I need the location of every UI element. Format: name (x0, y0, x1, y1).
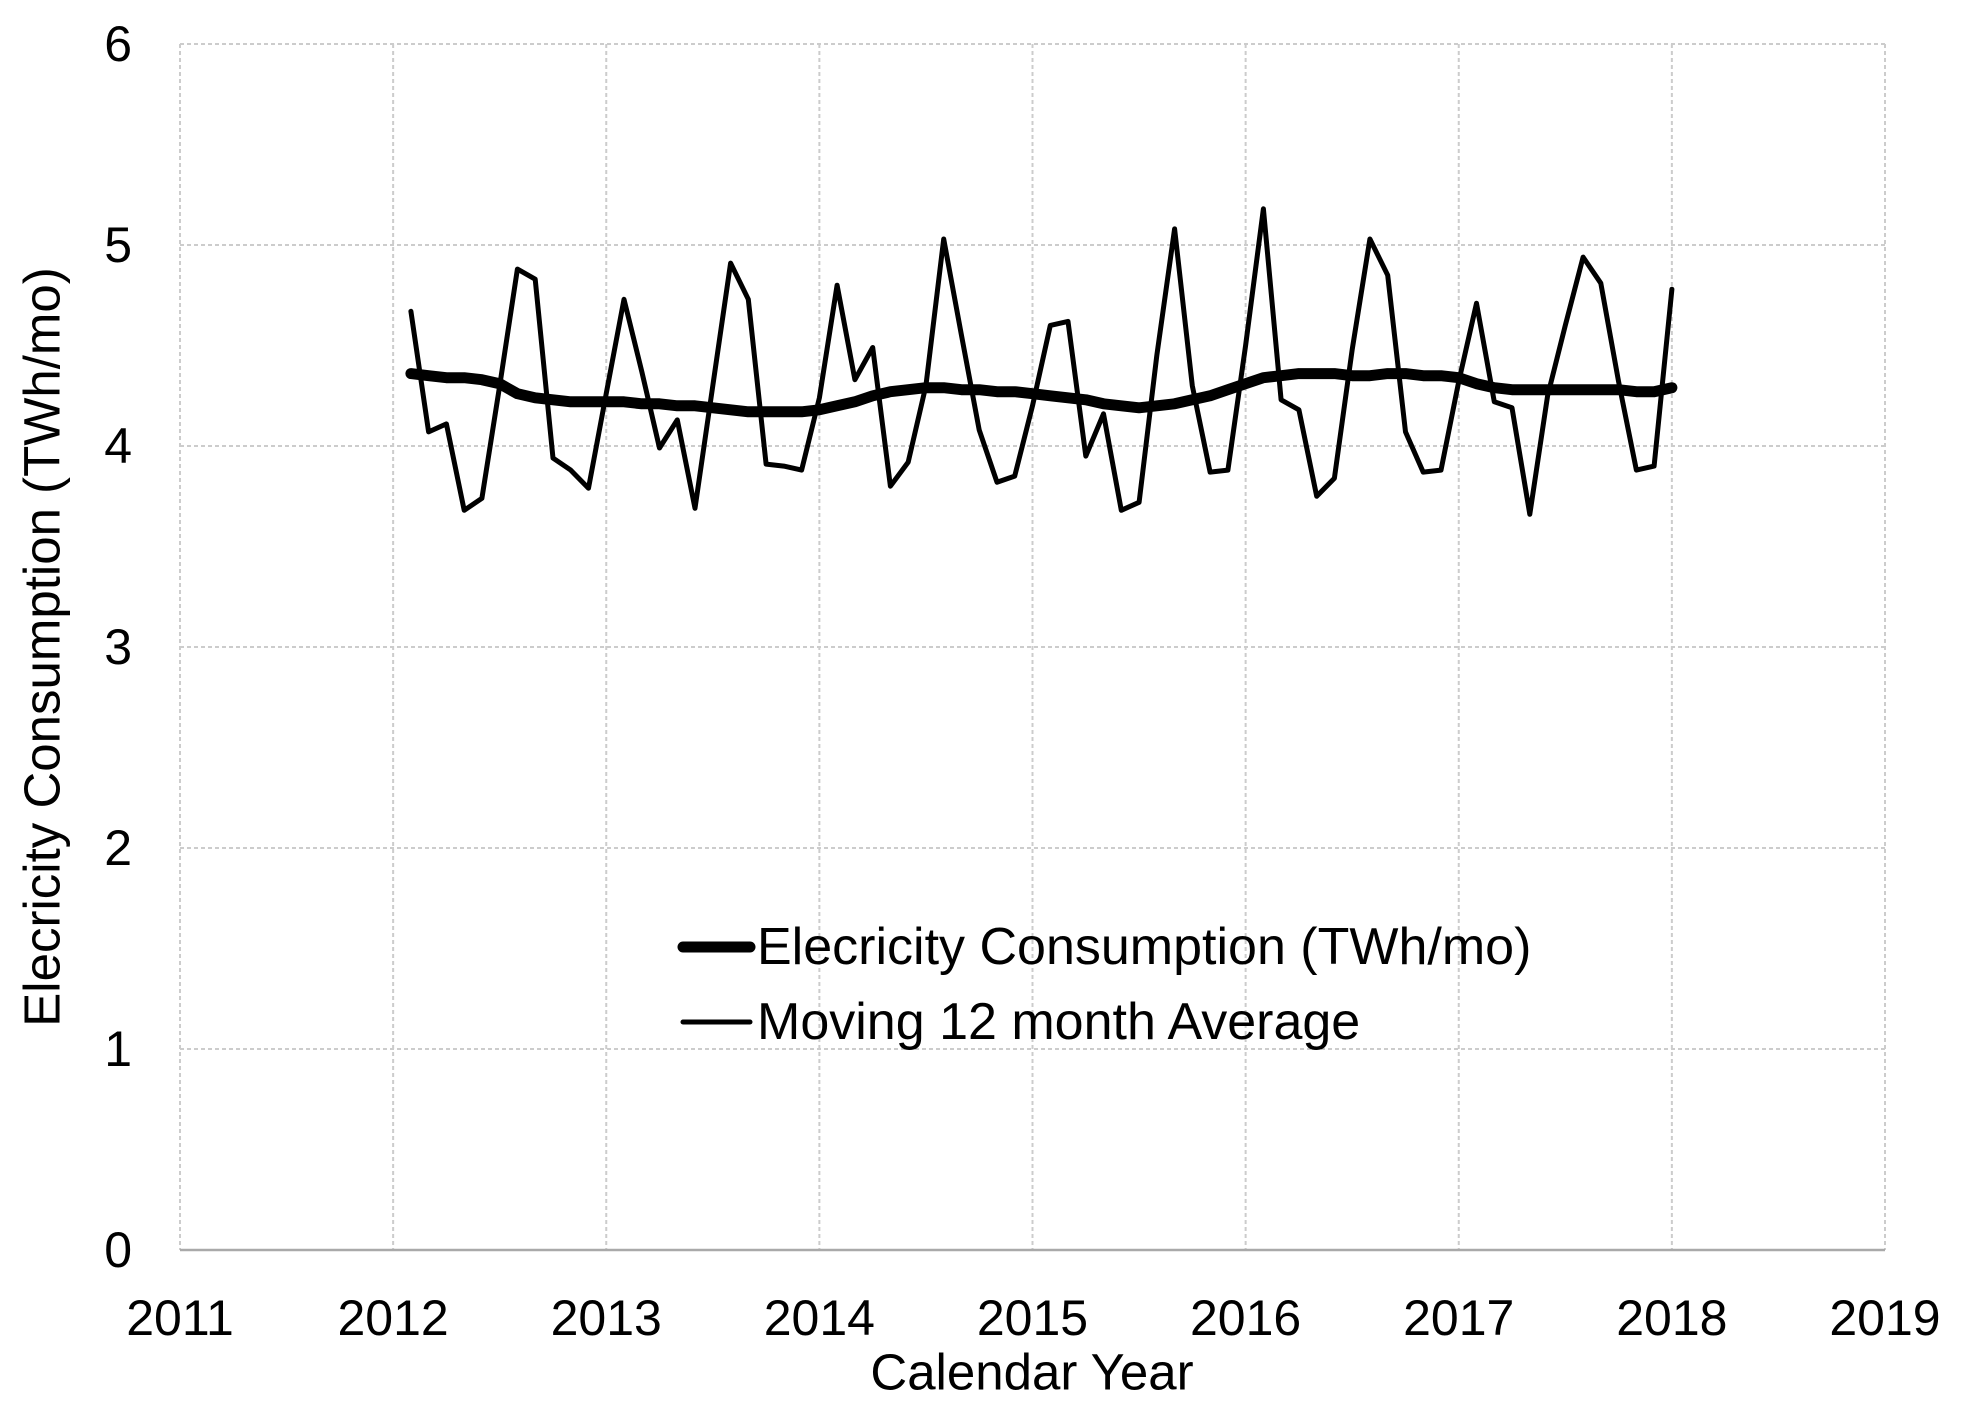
legend-item-consumption: Elecricity Consumption (TWh/mo) (677, 918, 1531, 976)
y-axis-title: Elecricity Consumption (TWh/mo) (14, 267, 71, 1027)
legend-item-moving-average: Moving 12 month Average (680, 993, 1360, 1051)
y-tick-label: 5 (104, 217, 132, 273)
x-tick-label: 2011 (126, 1290, 234, 1346)
x-tick-label: 2013 (551, 1290, 662, 1346)
y-tick-label: 1 (104, 1021, 132, 1077)
legend-label-moving-average: Moving 12 month Average (757, 993, 1360, 1051)
x-tick-label: 2017 (1403, 1290, 1514, 1346)
x-tick-label: 2018 (1616, 1290, 1727, 1346)
x-axis-title: Calendar Year (870, 1344, 1193, 1401)
y-tick-label: 3 (104, 619, 132, 675)
x-tick-label: 2014 (764, 1290, 875, 1346)
series-lines (405, 206, 1678, 517)
tick-labels: 0 1 2 3 4 5 6 2011 2012 2013 2014 2015 2016 2017 2018 2… (104, 16, 1940, 1346)
y-tick-label: 4 (104, 418, 132, 474)
y-tick-label: 0 (104, 1222, 132, 1278)
legend-label-consumption: Elecricity Consumption (TWh/mo) (757, 918, 1531, 976)
gridlines (179, 43, 1886, 1251)
legend: Elecricity Consumption (TWh/mo) Moving 1… (677, 918, 1531, 1051)
x-tick-label: 2019 (1829, 1290, 1940, 1346)
x-tick-label: 2016 (1190, 1290, 1301, 1346)
series-line-electricity-consumption (405, 368, 1678, 418)
x-tick-label: 2012 (338, 1290, 449, 1346)
x-tick-label: 2015 (977, 1290, 1088, 1346)
series-line-moving-average (408, 206, 1675, 517)
y-tick-label: 6 (104, 16, 132, 72)
y-tick-label: 2 (104, 820, 132, 876)
